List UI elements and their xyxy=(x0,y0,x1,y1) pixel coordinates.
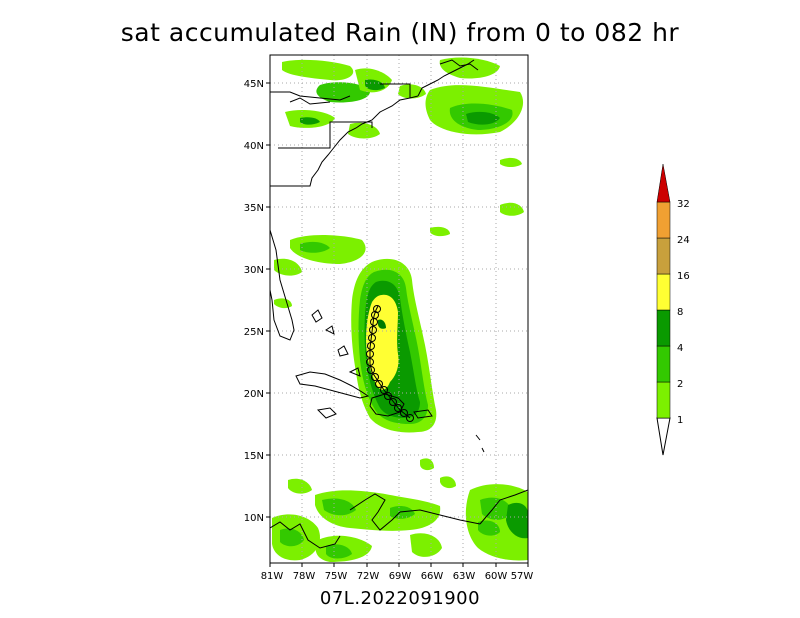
map-title: sat accumulated Rain (IN) from 0 to 082 … xyxy=(120,18,680,47)
lat-label-25n: 25N xyxy=(244,327,264,338)
lat-label-20n: 20N xyxy=(244,389,264,400)
colorbar-label-8: 8 xyxy=(677,307,683,318)
colorbar-label-24: 24 xyxy=(677,235,690,246)
colorbar-low-tail xyxy=(656,417,671,456)
lon-label-66w: 66W xyxy=(421,571,444,582)
map-grid xyxy=(270,55,528,563)
colorbar-label-2: 2 xyxy=(677,379,683,390)
lon-axis: 81W 78W 75W 72W 69W 66W 63W 60W 57W xyxy=(261,563,534,582)
lat-label-45n: 45N xyxy=(244,79,264,90)
colorbar-swatch-24 xyxy=(656,201,671,239)
colorbar-high-tail xyxy=(656,163,671,203)
colorbar-swatch-2 xyxy=(656,345,671,383)
rain-north xyxy=(282,57,524,237)
lon-label-57w: 57W xyxy=(511,571,534,582)
lat-label-30n: 30N xyxy=(244,265,264,276)
storm-id-label: 07L.2022091900 xyxy=(319,588,481,609)
lat-label-10n: 10N xyxy=(244,513,264,524)
lon-label-81w: 81W xyxy=(261,571,284,582)
rain-scattered xyxy=(274,235,366,309)
colorbar: 1 2 4 8 16 24 32 xyxy=(656,163,690,456)
lon-label-78w: 78W xyxy=(293,571,316,582)
coastlines xyxy=(270,59,528,549)
lat-label-35n: 35N xyxy=(244,203,264,214)
colorbar-label-1: 1 xyxy=(677,415,683,426)
lon-label-72w: 72W xyxy=(357,571,380,582)
colorbar-swatch-4 xyxy=(656,309,671,347)
storm-track xyxy=(366,305,414,422)
lon-label-69w: 69W xyxy=(389,571,412,582)
colorbar-swatch-8 xyxy=(656,273,671,311)
colorbar-label-32: 32 xyxy=(677,199,690,210)
colorbar-label-16: 16 xyxy=(677,271,690,282)
lat-label-15n: 15N xyxy=(244,451,264,462)
lon-label-60w: 60W xyxy=(485,571,508,582)
lat-label-40n: 40N xyxy=(244,141,264,152)
colorbar-swatch-1 xyxy=(656,381,671,419)
colorbar-label-4: 4 xyxy=(677,343,683,354)
lon-label-63w: 63W xyxy=(453,571,476,582)
lon-label-75w: 75W xyxy=(325,571,348,582)
lat-axis: 45N 40N 35N 30N 25N 20N 15N 10N xyxy=(244,79,270,524)
rain-south xyxy=(272,458,528,562)
colorbar-swatch-16 xyxy=(656,237,671,275)
